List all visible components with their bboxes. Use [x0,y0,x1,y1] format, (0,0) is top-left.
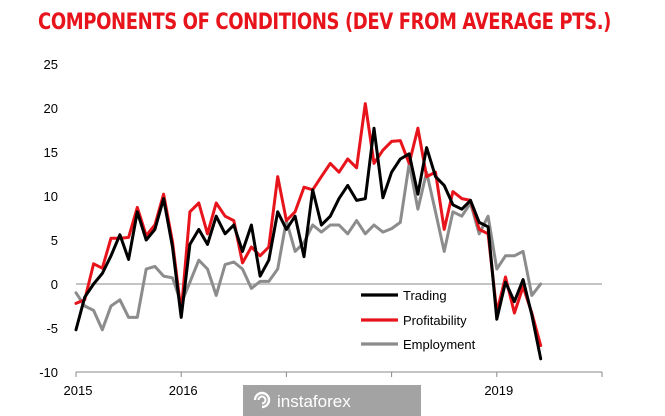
y-tick-label: 10 [44,189,58,204]
watermark-background [243,385,421,416]
series-line-trading [74,126,543,361]
y-axis-ticks: 25 20 15 10 5 0 -5 -10 [39,57,58,380]
legend-label-employment: Employment [403,337,476,352]
y-tick-label: 5 [51,233,58,248]
legend-label-trading: Trading [403,288,447,303]
y-tick-label: -5 [46,321,58,336]
chart-legend: Trading Profitability Employment [361,288,476,352]
series-line-profitability [74,102,543,348]
x-tick-label: 2016 [169,383,198,398]
chart-axes [76,283,602,373]
y-tick-label: -10 [39,365,58,380]
instaforex-logo-icon [253,391,271,409]
y-tick-label: 0 [51,277,58,292]
watermark-text: instaforex [277,392,351,411]
chart-title: COMPONENTS OF CONDITIONS (DEV FROM AVERA… [38,10,612,35]
legend-label-profitability: Profitability [403,313,467,328]
instaforex-watermark: instaforex [243,385,421,416]
x-axis-ticks: 2015 2016 2019 [64,372,603,398]
x-tick-label: 2019 [484,383,513,398]
chart-series [74,102,543,361]
y-tick-label: 25 [44,57,58,72]
x-tick-label: 2015 [64,383,93,398]
y-tick-label: 20 [44,101,58,116]
y-tick-label: 15 [44,145,58,160]
